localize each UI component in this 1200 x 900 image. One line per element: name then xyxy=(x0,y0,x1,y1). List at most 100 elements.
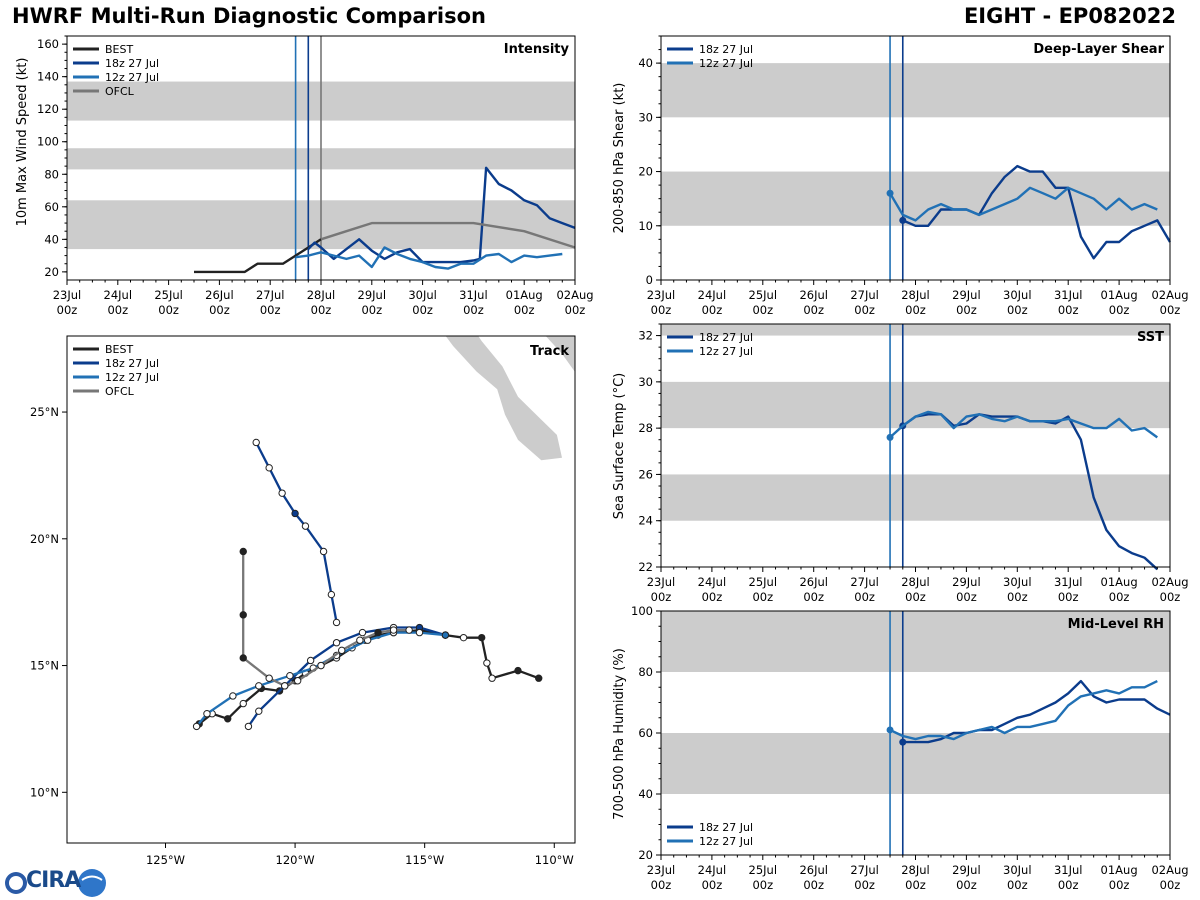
rh-xtick-day: 25Jul xyxy=(749,863,778,877)
logo-text: CIRA xyxy=(26,868,81,893)
shear-xtick-day: 29Jul xyxy=(952,288,981,302)
track-point-run18 xyxy=(332,639,341,647)
shear-series-run12 xyxy=(888,186,1158,222)
shear-xtick-hour: 00z xyxy=(1007,303,1028,317)
sst-start-point-run12 xyxy=(886,433,894,441)
rh-xtick-day: 24Jul xyxy=(698,863,727,877)
intensity-legend-label-best: BEST xyxy=(105,43,133,56)
intensity-xtick-day: 25Jul xyxy=(154,288,183,302)
track-point-ofcl xyxy=(281,682,289,690)
sst-xtick-day: 02Aug xyxy=(1151,575,1188,589)
sst-xtick-day: 23Jul xyxy=(647,575,676,589)
sst-frame xyxy=(660,323,1171,568)
shear-xtick-day: 26Jul xyxy=(799,288,828,302)
baja-california-landmass xyxy=(445,336,562,461)
intensity-ytick-label: 60 xyxy=(44,200,59,214)
intensity-ytick-label: 100 xyxy=(37,135,59,149)
intensity-xtick-day: 02Aug xyxy=(556,288,593,302)
rh-xtick-hour: 00z xyxy=(702,878,723,892)
intensity-series-run12 xyxy=(295,246,563,270)
shear-xtick-hour: 00z xyxy=(752,303,773,317)
shear-ytick-label: 30 xyxy=(638,110,653,124)
track-point-run12 xyxy=(192,722,201,731)
track-xtick-label: 125°W xyxy=(146,853,185,867)
track-point-run12 xyxy=(286,671,294,680)
track-point-ofcl xyxy=(265,674,273,682)
track-ytick-label: 20°N xyxy=(30,532,59,546)
intensity-xtick-hour: 00z xyxy=(57,303,78,317)
intensity-xtick-hour: 00z xyxy=(514,303,535,317)
track-ytick-label: 15°N xyxy=(30,659,59,673)
intensity-title: Intensity xyxy=(504,42,570,57)
shear-xtick-day: 02Aug xyxy=(1151,288,1188,302)
sst-legend-label-run12: 12z 27 Jul xyxy=(699,345,753,358)
sst-xtick-day: 28Jul xyxy=(901,575,930,589)
intensity-xtick-hour: 00z xyxy=(209,303,230,317)
intensity-xtick-hour: 00z xyxy=(412,303,433,317)
rh-xtick-hour: 00z xyxy=(1007,878,1028,892)
track-point-run18 xyxy=(255,707,263,715)
storm-id: EIGHT - EP082022 xyxy=(963,4,1176,28)
track-point-run12 xyxy=(203,710,211,718)
track-xtick-label: 120°W xyxy=(276,853,315,867)
rh-xtick-hour: 00z xyxy=(1109,878,1130,892)
track-point-run18-north xyxy=(291,509,299,518)
track-xtick-label: 110°W xyxy=(535,853,574,867)
sst-legend-label-run18: 18z 27 Jul xyxy=(699,331,753,344)
track-frame xyxy=(66,335,576,844)
sst-xtick-hour: 00z xyxy=(702,590,723,604)
intensity-xtick-hour: 00z xyxy=(565,303,586,317)
shear-series-run18 xyxy=(902,164,1172,260)
shear-xtick-hour: 00z xyxy=(854,303,875,317)
intensity-xtick-day: 24Jul xyxy=(104,288,133,302)
track-line-run18 xyxy=(247,626,446,728)
intensity-ylabel: 10m Max Wind Speed (kt) xyxy=(15,58,30,227)
shear-xtick-day: 30Jul xyxy=(1003,288,1032,302)
rh-series-run18 xyxy=(902,679,1171,744)
sst-xtick-hour: 00z xyxy=(1007,590,1028,604)
sst-ytick-label: 26 xyxy=(638,467,653,481)
sst-xtick-day: 25Jul xyxy=(749,575,778,589)
track-point-ofcl xyxy=(239,654,247,662)
intensity-legend-label-run12: 12z 27 Jul xyxy=(105,71,159,84)
sst-ytick-label: 22 xyxy=(638,560,653,574)
rh-start-point-run12 xyxy=(886,726,894,734)
rh-xtick-day: 01Aug xyxy=(1101,863,1138,877)
intensity-xtick-day: 29Jul xyxy=(358,288,387,302)
panel-shear: 01020304023Jul00z24Jul00z25Jul00z26Jul00… xyxy=(612,35,1189,317)
mexico-mainland-landmass xyxy=(545,336,575,373)
track-legend-label-run18: 18z 27 Jul xyxy=(105,357,159,370)
track-legend-label-ofcl: OFCL xyxy=(105,385,135,398)
rh-legend-label-run18: 18z 27 Jul xyxy=(699,821,753,834)
track-point-run12 xyxy=(441,631,450,639)
track-ytick-label: 25°N xyxy=(30,405,59,419)
shear-legend-label-run12: 12z 27 Jul xyxy=(699,57,753,70)
track-line-best xyxy=(198,628,540,725)
rh-ytick-label: 80 xyxy=(638,665,653,679)
shear-xtick-hour: 00z xyxy=(956,303,977,317)
rh-xtick-hour: 00z xyxy=(854,878,875,892)
shear-band-1 xyxy=(661,63,1170,118)
sst-xtick-day: 30Jul xyxy=(1003,575,1032,589)
intensity-ytick-label: 20 xyxy=(44,265,59,279)
rh-ytick-label: 40 xyxy=(638,787,653,801)
panel-intensity: 2040608010012014016023Jul00z24Jul00z25Ju… xyxy=(15,35,594,317)
sst-xtick-day: 26Jul xyxy=(799,575,828,589)
track-point-ofcl xyxy=(389,626,398,634)
shear-start-point-run12 xyxy=(886,189,894,197)
panel-rh: 2040608010023Jul00z24Jul00z25Jul00z26Jul… xyxy=(612,604,1189,892)
track-point-run18-north xyxy=(252,438,260,447)
intensity-xtick-hour: 00z xyxy=(260,303,281,317)
intensity-series-best xyxy=(194,238,322,274)
sst-xtick-hour: 00z xyxy=(905,590,926,604)
intensity-xtick-hour: 00z xyxy=(158,303,179,317)
sst-xtick-day: 29Jul xyxy=(952,575,981,589)
rh-xtick-day: 28Jul xyxy=(901,863,930,877)
intensity-series-ofcl xyxy=(320,221,576,249)
track-point-run18-north xyxy=(327,590,336,599)
rh-xtick-day: 23Jul xyxy=(647,863,676,877)
intensity-xtick-day: 23Jul xyxy=(53,288,82,302)
shear-xtick-day: 23Jul xyxy=(647,288,676,302)
track-point-best xyxy=(223,715,232,723)
rh-xtick-hour: 00z xyxy=(1160,878,1181,892)
